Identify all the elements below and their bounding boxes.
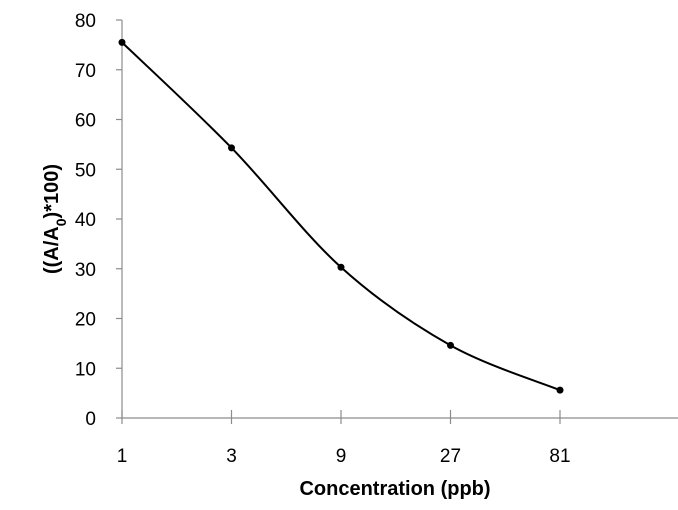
y-tick-label: 30 xyxy=(75,260,96,281)
x-tick-label: 27 xyxy=(440,446,461,467)
x-tick-label: 81 xyxy=(549,446,570,467)
y-tick-label: 80 xyxy=(75,11,96,32)
y-axis-title: ((A/A0)*100) xyxy=(41,164,69,274)
data-point xyxy=(228,144,235,152)
y-axis-title-tail: )*100) xyxy=(41,164,63,218)
x-axis-title: Concentration (ppb) xyxy=(299,478,490,500)
y-tick-label: 50 xyxy=(75,160,96,181)
x-tick-label: 3 xyxy=(226,446,237,467)
data-point xyxy=(447,341,454,349)
y-axis-title-main: ((A/A xyxy=(41,226,63,274)
x-tick-label: 1 xyxy=(117,446,128,467)
data-point xyxy=(556,386,564,394)
y-tick-label: 40 xyxy=(75,210,96,231)
x-tick-label: 9 xyxy=(336,446,347,467)
data-points xyxy=(118,38,564,394)
y-tick-label: 70 xyxy=(75,61,96,82)
y-tick-label: 20 xyxy=(75,310,96,331)
data-point xyxy=(337,263,345,271)
y-axis-ticks: 0 10 20 30 40 50 60 70 80 xyxy=(75,11,122,430)
y-tick-label: 60 xyxy=(75,111,96,132)
x-axis-ticks: 1 3 9 27 81 xyxy=(117,410,571,467)
y-axis-title-subscript: 0 xyxy=(53,218,69,226)
data-point xyxy=(118,38,126,46)
series-line xyxy=(121,41,561,392)
y-tick-label: 10 xyxy=(75,359,96,380)
y-tick-label: 0 xyxy=(85,409,96,430)
